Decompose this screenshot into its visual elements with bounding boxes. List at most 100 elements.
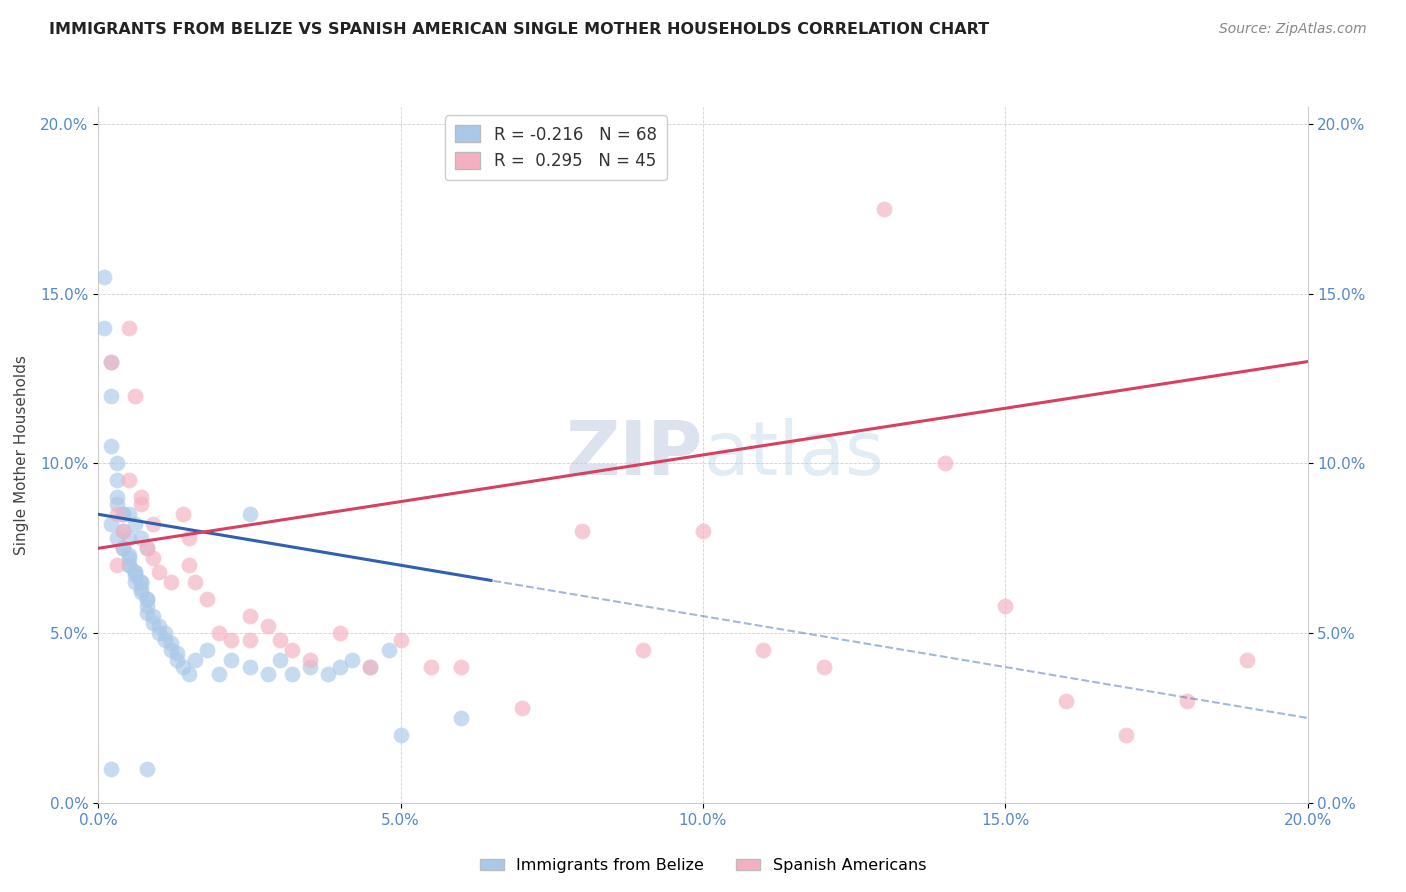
Point bbox=[148, 619, 170, 633]
Point bbox=[195, 643, 218, 657]
Point bbox=[160, 575, 183, 590]
Point bbox=[124, 565, 146, 579]
Point bbox=[118, 508, 141, 522]
Point bbox=[1175, 694, 1198, 708]
Point bbox=[118, 531, 141, 545]
Point bbox=[148, 565, 170, 579]
Point bbox=[142, 551, 165, 566]
Point bbox=[129, 531, 152, 545]
Point bbox=[118, 474, 141, 488]
Point bbox=[135, 592, 157, 607]
Point bbox=[184, 653, 207, 667]
Point bbox=[135, 541, 157, 556]
Point bbox=[100, 388, 122, 402]
Point bbox=[100, 439, 122, 453]
Point bbox=[124, 568, 146, 582]
Point bbox=[160, 643, 183, 657]
Point bbox=[135, 762, 157, 776]
Point bbox=[1236, 653, 1258, 667]
Point bbox=[179, 666, 201, 681]
Point bbox=[142, 615, 165, 630]
Point bbox=[172, 660, 194, 674]
Point bbox=[269, 632, 291, 647]
Point bbox=[142, 517, 165, 532]
Point bbox=[129, 491, 152, 505]
Point bbox=[934, 457, 956, 471]
Y-axis label: Single Mother Households: Single Mother Households bbox=[14, 355, 30, 555]
Point bbox=[118, 551, 141, 566]
Point bbox=[111, 508, 134, 522]
Point bbox=[111, 524, 134, 539]
Point bbox=[148, 626, 170, 640]
Point bbox=[135, 606, 157, 620]
Point bbox=[111, 524, 134, 539]
Point bbox=[118, 548, 141, 562]
Point bbox=[994, 599, 1017, 613]
Point bbox=[153, 626, 176, 640]
Point bbox=[118, 558, 141, 573]
Point bbox=[281, 643, 304, 657]
Point bbox=[105, 474, 128, 488]
Point bbox=[124, 565, 146, 579]
Point bbox=[124, 517, 146, 532]
Point bbox=[208, 626, 231, 640]
Point bbox=[329, 626, 352, 640]
Point bbox=[329, 660, 352, 674]
Text: atlas: atlas bbox=[703, 418, 884, 491]
Point bbox=[100, 354, 122, 368]
Point bbox=[129, 575, 152, 590]
Point bbox=[111, 508, 134, 522]
Point bbox=[166, 653, 188, 667]
Point bbox=[256, 619, 278, 633]
Point bbox=[166, 647, 188, 661]
Point bbox=[377, 643, 399, 657]
Point bbox=[100, 517, 122, 532]
Text: IMMIGRANTS FROM BELIZE VS SPANISH AMERICAN SINGLE MOTHER HOUSEHOLDS CORRELATION : IMMIGRANTS FROM BELIZE VS SPANISH AMERIC… bbox=[49, 22, 990, 37]
Point bbox=[105, 491, 128, 505]
Point bbox=[124, 575, 146, 590]
Point bbox=[118, 320, 141, 334]
Text: ZIP: ZIP bbox=[565, 418, 703, 491]
Point bbox=[135, 541, 157, 556]
Point bbox=[160, 636, 183, 650]
Point bbox=[129, 582, 152, 596]
Point bbox=[100, 762, 122, 776]
Point bbox=[450, 711, 472, 725]
Point bbox=[153, 632, 176, 647]
Point bbox=[118, 558, 141, 573]
Point bbox=[179, 531, 201, 545]
Point bbox=[1115, 728, 1137, 742]
Point bbox=[299, 653, 322, 667]
Point bbox=[195, 592, 218, 607]
Point bbox=[1054, 694, 1077, 708]
Point bbox=[269, 653, 291, 667]
Point bbox=[510, 700, 533, 714]
Point bbox=[142, 609, 165, 624]
Point bbox=[129, 575, 152, 590]
Point bbox=[281, 666, 304, 681]
Point bbox=[360, 660, 382, 674]
Point bbox=[124, 388, 146, 402]
Point bbox=[813, 660, 835, 674]
Point bbox=[172, 508, 194, 522]
Point bbox=[631, 643, 654, 657]
Point bbox=[208, 666, 231, 681]
Text: Source: ZipAtlas.com: Source: ZipAtlas.com bbox=[1219, 22, 1367, 37]
Point bbox=[111, 541, 134, 556]
Point bbox=[135, 599, 157, 613]
Point bbox=[93, 269, 115, 284]
Point bbox=[256, 666, 278, 681]
Point bbox=[389, 632, 412, 647]
Point bbox=[692, 524, 714, 539]
Point bbox=[100, 354, 122, 368]
Legend: R = -0.216   N = 68, R =  0.295   N = 45: R = -0.216 N = 68, R = 0.295 N = 45 bbox=[446, 115, 666, 180]
Point bbox=[129, 585, 152, 599]
Point bbox=[105, 558, 128, 573]
Point bbox=[420, 660, 443, 674]
Point bbox=[873, 202, 896, 216]
Point bbox=[239, 508, 262, 522]
Point bbox=[221, 653, 243, 667]
Point bbox=[360, 660, 382, 674]
Point bbox=[105, 457, 128, 471]
Point bbox=[571, 524, 593, 539]
